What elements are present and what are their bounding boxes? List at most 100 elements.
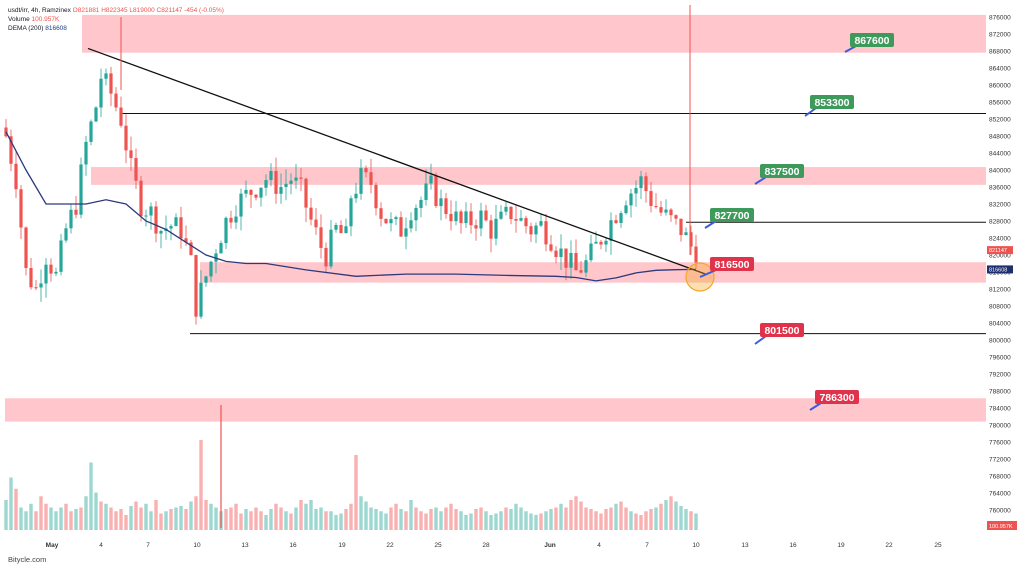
volume-bar bbox=[214, 507, 218, 530]
level-tag-label: 867600 bbox=[854, 35, 889, 47]
volume-bar bbox=[614, 503, 618, 530]
y-tick-label: 828000 bbox=[989, 219, 1011, 226]
candle-body bbox=[334, 224, 338, 230]
volume-bar bbox=[59, 507, 63, 530]
level-tag-box bbox=[760, 164, 804, 178]
candle-body bbox=[509, 206, 513, 220]
volume-bar bbox=[234, 503, 238, 530]
volume-bar bbox=[209, 503, 213, 530]
legend-volume-value: 100.957K bbox=[31, 16, 60, 23]
volume-bar bbox=[294, 507, 298, 530]
volume-bar bbox=[534, 515, 538, 530]
candle-body bbox=[209, 261, 213, 277]
candle-body bbox=[469, 211, 473, 226]
chart-legend: usdt/irr, 4h, Ramzinex O821881 H822345 L… bbox=[8, 6, 224, 33]
candle-body bbox=[259, 187, 263, 198]
volume-bar bbox=[314, 509, 318, 530]
x-tick-label: 10 bbox=[193, 542, 201, 549]
volume-bar bbox=[654, 507, 658, 530]
candle-body bbox=[564, 248, 568, 268]
volume-bar bbox=[54, 511, 58, 530]
volume-bar bbox=[389, 507, 393, 530]
candle-body bbox=[199, 282, 203, 317]
level-tag-label: 837500 bbox=[764, 166, 799, 178]
legend-ma-value: 816608 bbox=[45, 25, 67, 32]
volume-bar bbox=[669, 496, 673, 530]
candle-body bbox=[454, 211, 458, 222]
volume-bar bbox=[344, 509, 348, 530]
candle-body bbox=[694, 246, 698, 263]
candle-body bbox=[24, 227, 28, 268]
volume-bar bbox=[274, 503, 278, 530]
x-tick-label: 22 bbox=[885, 542, 893, 549]
candle-body bbox=[249, 189, 253, 195]
zone-2 bbox=[200, 262, 986, 283]
volume-bar bbox=[114, 511, 118, 530]
volume-bar bbox=[134, 501, 138, 530]
candle-body bbox=[614, 220, 618, 223]
candle-body bbox=[569, 253, 573, 268]
candle-body bbox=[579, 270, 583, 273]
volume-bar bbox=[394, 503, 398, 530]
volume-bar bbox=[619, 501, 623, 530]
volume-bar bbox=[124, 515, 128, 530]
volume-bar bbox=[79, 507, 83, 530]
candle-body bbox=[319, 227, 323, 248]
volume-bar bbox=[544, 511, 548, 530]
x-tick-label: 10 bbox=[692, 542, 700, 549]
volume-bar bbox=[189, 501, 193, 530]
volume-bar bbox=[249, 511, 253, 530]
candle-body bbox=[19, 189, 23, 228]
y-tick-label: 832000 bbox=[989, 202, 1011, 209]
candle-body bbox=[44, 264, 48, 284]
tag-pointer bbox=[699, 269, 717, 278]
volume-bar bbox=[164, 511, 168, 530]
price-spike bbox=[120, 5, 691, 528]
candle-body bbox=[489, 220, 493, 239]
candle-body bbox=[584, 260, 588, 273]
volume-bar bbox=[499, 511, 503, 530]
candle-body bbox=[419, 199, 423, 208]
candle-body bbox=[524, 218, 528, 227]
candle-body bbox=[39, 283, 43, 288]
volume-bar bbox=[14, 488, 18, 530]
y-tick-label: 792000 bbox=[989, 372, 1011, 379]
candle-body bbox=[549, 244, 553, 251]
candle-body bbox=[99, 78, 103, 108]
volume-bar bbox=[194, 496, 198, 530]
candle-body bbox=[409, 220, 413, 229]
candle-body bbox=[344, 226, 348, 234]
volume-bar bbox=[419, 511, 423, 530]
candle-body bbox=[139, 180, 143, 217]
volume-bar bbox=[169, 509, 173, 530]
volume-bar bbox=[184, 509, 188, 530]
volume-bar bbox=[514, 503, 518, 530]
legend-ohlc: O821881 H822345 L819000 C821147 -454 (-0… bbox=[72, 7, 224, 14]
candle-body bbox=[54, 271, 58, 274]
candle-body bbox=[609, 220, 613, 241]
volume-bar bbox=[409, 500, 413, 530]
volume-bar bbox=[529, 513, 533, 530]
candle-body bbox=[424, 183, 428, 200]
level-tags: 867600 853300 837500 827700 816500 801500 7863… bbox=[699, 33, 894, 411]
candle-body bbox=[64, 228, 68, 241]
volume-bar bbox=[539, 513, 543, 530]
y-tick-label: 772000 bbox=[989, 457, 1011, 464]
volume-bar bbox=[384, 513, 388, 530]
y-tick-label: 820000 bbox=[989, 253, 1011, 260]
candle-body bbox=[74, 209, 78, 215]
y-tick-label: 764000 bbox=[989, 491, 1011, 498]
y-tick-label: 780000 bbox=[989, 423, 1011, 430]
volume-bar bbox=[49, 507, 53, 530]
volume-bar bbox=[144, 503, 148, 530]
volume-bar bbox=[239, 513, 243, 530]
dema-curve bbox=[5, 131, 697, 282]
candle-body bbox=[89, 121, 93, 142]
candle-body bbox=[439, 198, 443, 207]
candle-body bbox=[539, 221, 543, 226]
candle-body bbox=[79, 164, 83, 215]
y-tick-label: 796000 bbox=[989, 355, 1011, 362]
candle-body bbox=[634, 188, 638, 194]
volume-bar bbox=[309, 500, 313, 530]
